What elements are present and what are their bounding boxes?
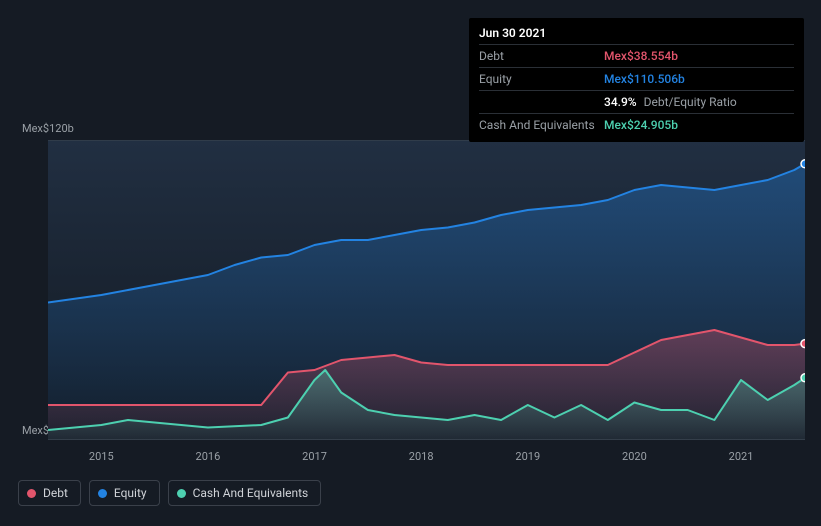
tooltip-row-ratio: 34.9% Debt/Equity Ratio (479, 90, 794, 113)
marker-cash (801, 374, 805, 382)
marker-debt (801, 340, 805, 348)
tooltip-label: Debt (479, 47, 604, 65)
x-tick: 2016 (196, 450, 221, 463)
legend-dot-icon (177, 489, 186, 498)
y-axis-label-top: Mex$120b (22, 122, 74, 135)
x-tick: 2021 (729, 450, 754, 463)
legend-label: Equity (114, 486, 147, 500)
legend-dot-icon (98, 489, 107, 498)
chart-svg (48, 140, 805, 440)
x-tick: 2015 (89, 450, 114, 463)
x-tick: 2018 (409, 450, 434, 463)
legend-label: Debt (43, 486, 68, 500)
x-tick: 2019 (515, 450, 540, 463)
x-tick: 2017 (302, 450, 327, 463)
tooltip-row-equity: Equity Mex$110.506b (479, 67, 794, 90)
area-chart[interactable] (48, 140, 805, 440)
legend-item-cash[interactable]: Cash And Equivalents (168, 480, 322, 506)
legend-item-equity[interactable]: Equity (89, 480, 160, 506)
x-tick: 2020 (622, 450, 647, 463)
tooltip-value: 34.9% (604, 95, 637, 109)
tooltip-suffix: Debt/Equity Ratio (644, 95, 737, 109)
tooltip-label: Equity (479, 70, 604, 88)
tooltip-value: Mex$110.506b (604, 70, 685, 88)
legend-label: Cash And Equivalents (193, 486, 309, 500)
tooltip-label: Cash And Equivalents (479, 116, 604, 134)
chart-legend: Debt Equity Cash And Equivalents (18, 480, 321, 506)
tooltip-label (479, 93, 604, 111)
legend-dot-icon (27, 489, 36, 498)
tooltip-date: Jun 30 2021 (479, 24, 794, 44)
chart-tooltip: Jun 30 2021 Debt Mex$38.554b Equity Mex$… (469, 18, 804, 142)
marker-equity (801, 160, 805, 168)
tooltip-row-debt: Debt Mex$38.554b (479, 44, 794, 67)
tooltip-value: Mex$38.554b (604, 47, 678, 65)
tooltip-row-cash: Cash And Equivalents Mex$24.905b (479, 113, 794, 136)
legend-item-debt[interactable]: Debt (18, 480, 81, 506)
tooltip-value: Mex$24.905b (604, 116, 678, 134)
